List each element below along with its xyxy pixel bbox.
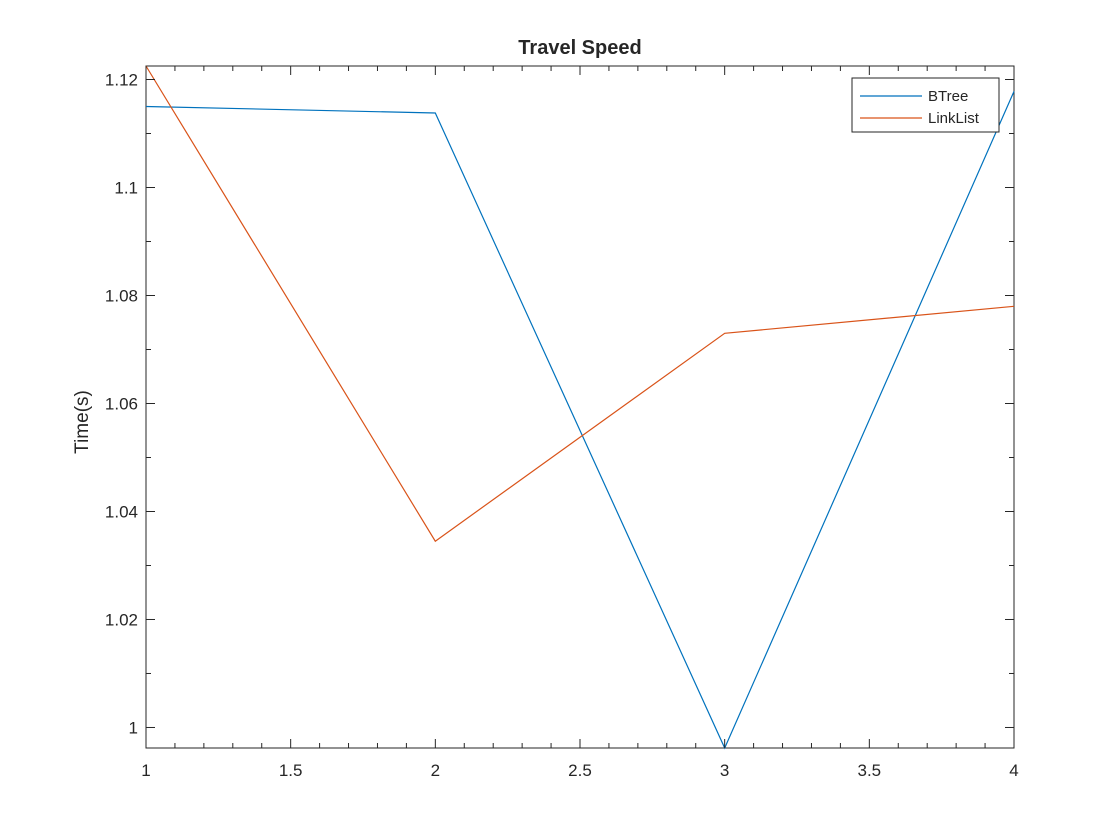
series-layer (145, 65, 1015, 750)
tick-labels-layer: 1 1.5 2 2.5 3 3.5 4 1 1.02 1.04 1.06 1.08 1.1 1.12 (105, 70, 1019, 780)
x-tick-label: 2.5 (568, 761, 592, 780)
legend-box (851, 77, 1000, 133)
series-line-linklist (145, 65, 1015, 543)
x-tick-label: 1 (141, 761, 150, 780)
legend-label-linklist: LinkList (928, 110, 980, 127)
chart-title: Travel Speed (518, 37, 641, 59)
y-tick-label: 1.04 (105, 502, 138, 521)
y-tick-label: 1.02 (105, 610, 138, 629)
y-tick-label: 1.1 (114, 178, 138, 197)
y-tick-label: 1.06 (105, 394, 138, 413)
y-tick-label: 1 (129, 718, 138, 737)
x-tick-label: 1.5 (279, 761, 303, 780)
y-tick-label: 1.12 (105, 70, 138, 89)
ticks-layer (145, 66, 1015, 748)
legend-label-btree: BTree (928, 88, 968, 105)
series-line-btree (145, 91, 1015, 750)
x-tick-label: 4 (1009, 761, 1018, 780)
plot-area (145, 65, 1015, 749)
axes-box (145, 65, 1015, 749)
y-tick-label: 1.08 (105, 286, 138, 305)
x-tick-label: 3 (720, 761, 729, 780)
x-tick-label: 2 (431, 761, 440, 780)
y-axis-label: Time(s) (72, 390, 93, 454)
legend: BTree LinkList (851, 77, 1000, 133)
x-tick-label: 3.5 (858, 761, 882, 780)
